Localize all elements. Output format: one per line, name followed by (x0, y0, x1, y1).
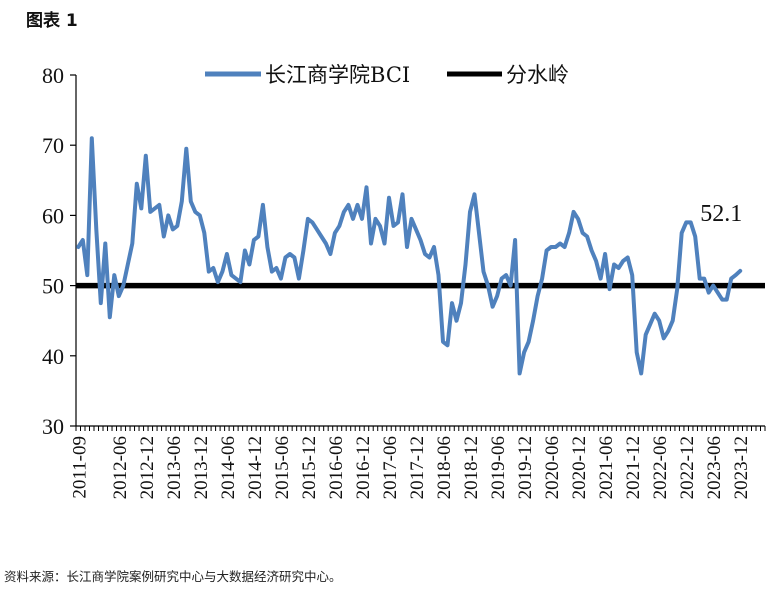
x-tick-label: 2014-12 (245, 436, 266, 499)
annotation-last-value: 52.1 (700, 201, 742, 227)
legend-watershed-label: 分水岭 (506, 63, 569, 87)
x-tick-label: 2013-12 (191, 436, 212, 499)
chart-series (76, 136, 765, 376)
series-bci-line (76, 136, 743, 376)
chart-legend: 长江商学院BCI 分水岭 (205, 63, 569, 87)
x-tick-label: 2021-12 (623, 436, 644, 499)
x-axis-ticks: 2011-09 2012-06 2012-12 2013-06 2013-12 2014-… (69, 426, 766, 499)
y-tick-label: 60 (42, 203, 64, 228)
x-tick-label: 2013-06 (164, 436, 185, 499)
x-tick-label: 2020-06 (542, 436, 563, 499)
x-tick-label: 2014-06 (218, 436, 239, 499)
y-axis-ticks: 30 40 50 60 70 80 (42, 63, 76, 439)
figure-label: 图表 1 (26, 11, 78, 31)
y-tick-label: 50 (42, 274, 64, 299)
x-tick-label: 2012-12 (137, 436, 158, 499)
x-tick-label: 2015-12 (299, 436, 320, 499)
x-tick-label: 2015-06 (272, 436, 293, 499)
x-tick-label: 2017-12 (407, 436, 428, 499)
x-tick-label: 2022-06 (650, 436, 671, 499)
x-tick-label: 2023-12 (731, 436, 752, 499)
legend-bci-label: 长江商学院BCI (265, 63, 410, 87)
x-tick-label: 2020-12 (569, 436, 590, 499)
chart-axes (75, 75, 765, 427)
bci-line-chart: 长江商学院BCI 分水岭 30 40 50 60 70 80 2011-09 2012-06… (42, 63, 766, 499)
chart-annotations: 52.1 (700, 201, 742, 227)
x-tick-label: 2012-06 (110, 436, 131, 499)
y-tick-label: 80 (42, 63, 64, 88)
x-tick-label: 2022-12 (677, 436, 698, 499)
x-tick-label: 2016-12 (353, 436, 374, 499)
x-tick-label: 2023-06 (704, 436, 725, 499)
y-tick-label: 40 (42, 344, 64, 369)
x-tick-label: 2018-06 (434, 436, 455, 499)
source-note: 资料来源：长江商学院案例研究中心与大数据经济研究中心。 (4, 569, 342, 584)
x-tick-label: 2016-06 (326, 436, 347, 499)
x-tick-label: 2011-09 (69, 436, 90, 499)
x-tick-label: 2019-12 (515, 436, 536, 499)
x-tick-label: 2021-06 (596, 436, 617, 499)
x-tick-label: 2017-06 (380, 436, 401, 499)
y-tick-label: 70 (42, 133, 64, 158)
x-tick-label: 2019-06 (488, 436, 509, 499)
y-tick-label: 30 (42, 414, 64, 439)
x-tick-label: 2018-12 (461, 436, 482, 499)
